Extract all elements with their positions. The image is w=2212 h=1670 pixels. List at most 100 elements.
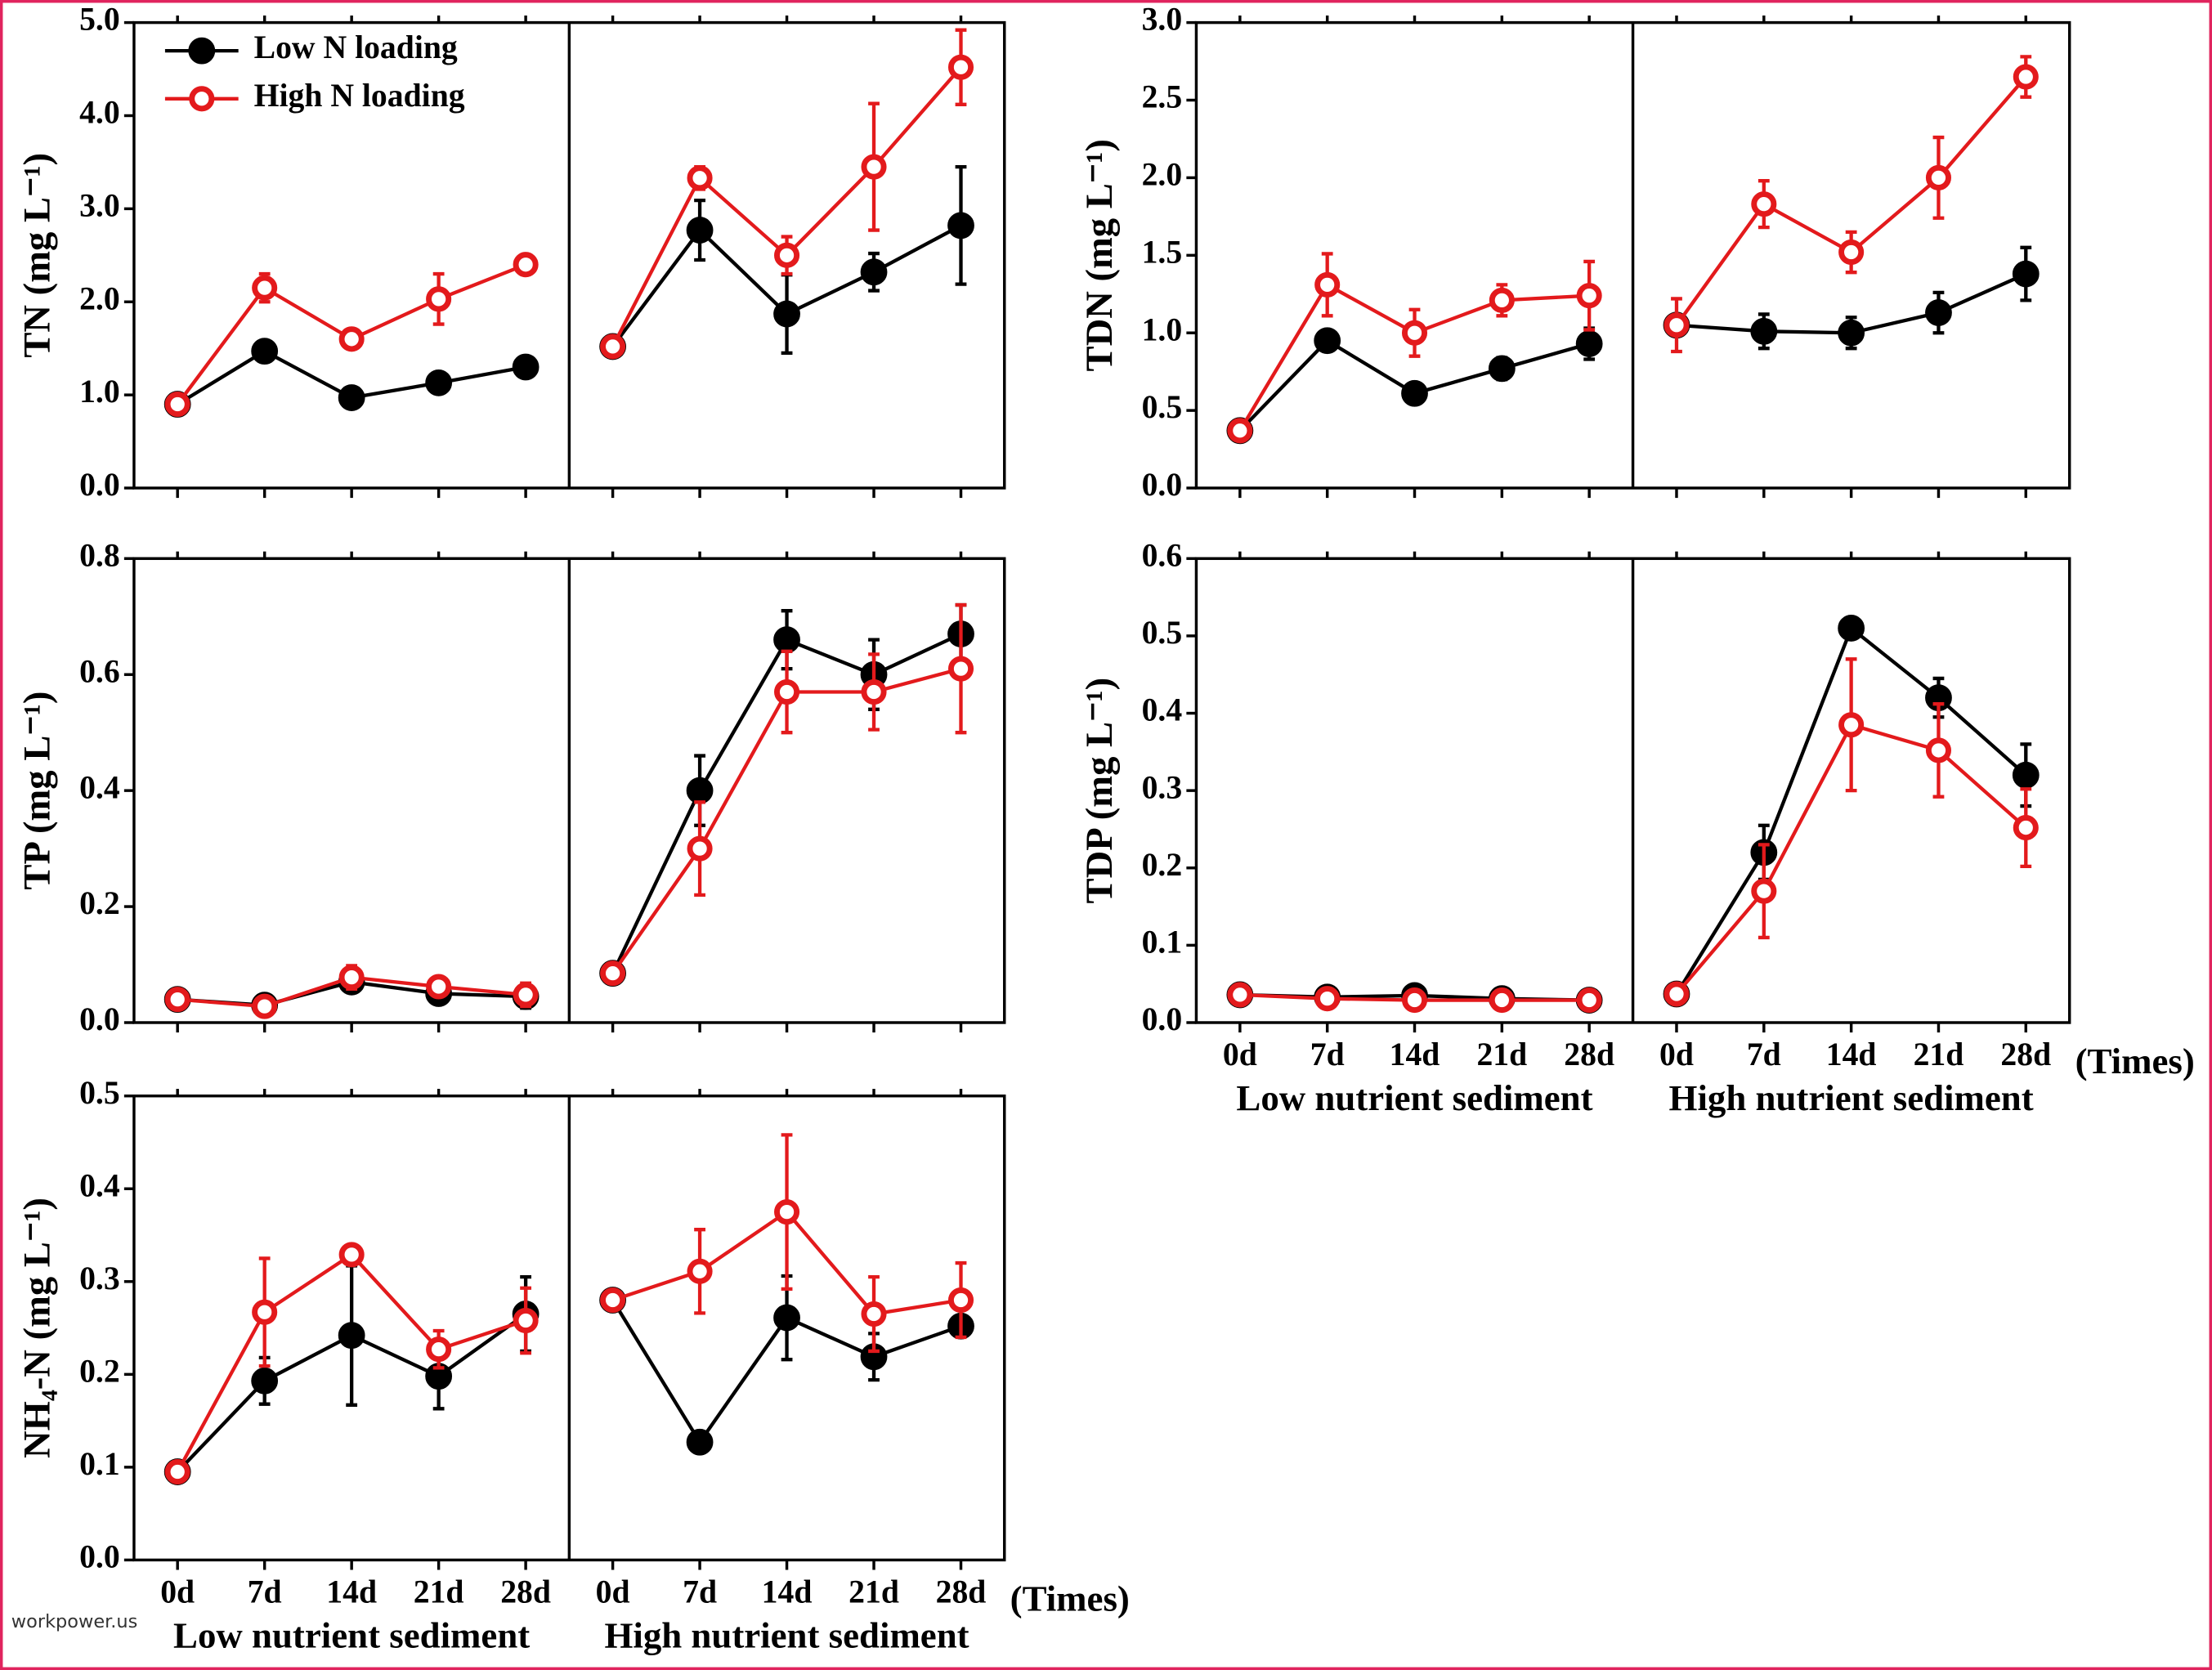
y-tick-label: 0.5 [79, 1075, 120, 1111]
y-tick-label: 0.2 [79, 1353, 120, 1389]
group-label: High nutrient sediment [1669, 1077, 2034, 1118]
marker [600, 334, 626, 360]
x-tick-label: 14d [762, 1574, 813, 1610]
x-tick-label: 28d [936, 1574, 987, 1610]
marker [1401, 987, 1428, 1014]
x-tick-label: 14d [1826, 1036, 1877, 1072]
y-tick-label: 0.0 [1142, 1001, 1183, 1037]
marker [1314, 986, 1341, 1012]
marker [687, 1258, 713, 1284]
x-tick-label: 0d [1659, 1036, 1694, 1072]
marker [1576, 283, 1602, 309]
marker [252, 1299, 278, 1325]
marker [1838, 615, 1865, 642]
y-tick-label: 0.0 [79, 1001, 120, 1037]
marker [1663, 312, 1690, 338]
y-tick-label: 2.0 [1142, 157, 1183, 193]
y-tick-label: 0.2 [1142, 847, 1183, 883]
marker [338, 384, 365, 411]
marker [686, 777, 714, 804]
group-label: Low nutrient sediment [1236, 1077, 1592, 1118]
marker [687, 165, 713, 191]
x-tick-label: 21d [1914, 1036, 1964, 1072]
marker [774, 678, 800, 705]
marker [1314, 327, 1341, 355]
watermark: workpower.us [11, 1611, 138, 1632]
y-tick-label: 2.0 [79, 280, 120, 316]
legend-label: Low N loading [254, 29, 458, 65]
marker [338, 326, 365, 352]
marker [1925, 164, 1951, 190]
marker [1488, 355, 1516, 383]
y-tick-label: 4.0 [79, 95, 120, 131]
marker [1838, 712, 1865, 738]
marker [1401, 320, 1428, 346]
y-tick-label: 3.0 [1142, 2, 1183, 38]
x-tick-label: 0d [160, 1574, 195, 1610]
y-axis-label: TDP (mg L⁻¹) [1078, 678, 1121, 904]
marker [947, 656, 974, 682]
marker [338, 1242, 365, 1268]
y-tick-label: 0.4 [79, 1167, 120, 1203]
marker [252, 993, 278, 1019]
legend-label: High N loading [254, 78, 465, 114]
y-tick-label: 1.5 [1142, 234, 1183, 270]
y-tick-label: 0.8 [79, 537, 120, 573]
marker [425, 369, 453, 396]
x-axis-label: (Times) [1010, 1578, 1130, 1619]
marker [1227, 418, 1253, 444]
marker [861, 154, 887, 180]
marker [1314, 271, 1341, 298]
marker [687, 835, 713, 862]
y-tick-label: 0.1 [1142, 924, 1183, 960]
marker [513, 1307, 539, 1334]
y-tick-label: 2.5 [1142, 79, 1183, 115]
marker [512, 353, 540, 381]
marker [947, 54, 974, 80]
x-tick-label: 28d [2000, 1036, 2051, 1072]
y-tick-label: 0.6 [1142, 537, 1183, 573]
marker [426, 974, 452, 1000]
marker [860, 258, 888, 286]
x-tick-label: 7d [683, 1574, 717, 1610]
marker [1227, 982, 1253, 1008]
marker [2013, 815, 2039, 841]
y-tick-label: 0.3 [1142, 769, 1183, 805]
x-tick-label: 14d [1390, 1036, 1440, 1072]
marker [1663, 981, 1690, 1007]
x-tick-label: 28d [500, 1574, 551, 1610]
marker [2012, 260, 2040, 288]
x-tick-label: 7d [1310, 1036, 1345, 1072]
y-tick-label: 5.0 [79, 2, 120, 38]
marker [947, 212, 974, 240]
legend-marker [188, 37, 216, 65]
y-axis-label: NH₄-N (mg L⁻¹) [16, 1198, 59, 1458]
y-tick-label: 0.5 [1142, 615, 1183, 651]
marker [1489, 287, 1515, 313]
marker [2013, 64, 2039, 90]
x-tick-label: 0d [1223, 1036, 1257, 1072]
y-tick-label: 3.0 [79, 187, 120, 223]
y-axis-label: TN (mg L⁻¹) [16, 153, 59, 358]
marker [252, 275, 278, 301]
y-tick-label: 0.0 [79, 1539, 120, 1575]
y-tick-label: 0.2 [79, 885, 120, 921]
marker [861, 1301, 887, 1327]
group-label: High nutrient sediment [604, 1614, 969, 1655]
marker [1751, 191, 1777, 217]
marker [686, 1428, 714, 1456]
x-tick-label: 7d [1747, 1036, 1781, 1072]
marker [600, 960, 626, 987]
y-tick-label: 0.1 [79, 1446, 120, 1482]
marker [773, 300, 800, 328]
x-tick-label: 21d [1476, 1036, 1527, 1072]
x-tick-label: 0d [596, 1574, 630, 1610]
marker [338, 965, 365, 991]
marker [164, 392, 190, 418]
legend-marker [189, 86, 215, 112]
y-tick-label: 0.3 [79, 1260, 120, 1296]
